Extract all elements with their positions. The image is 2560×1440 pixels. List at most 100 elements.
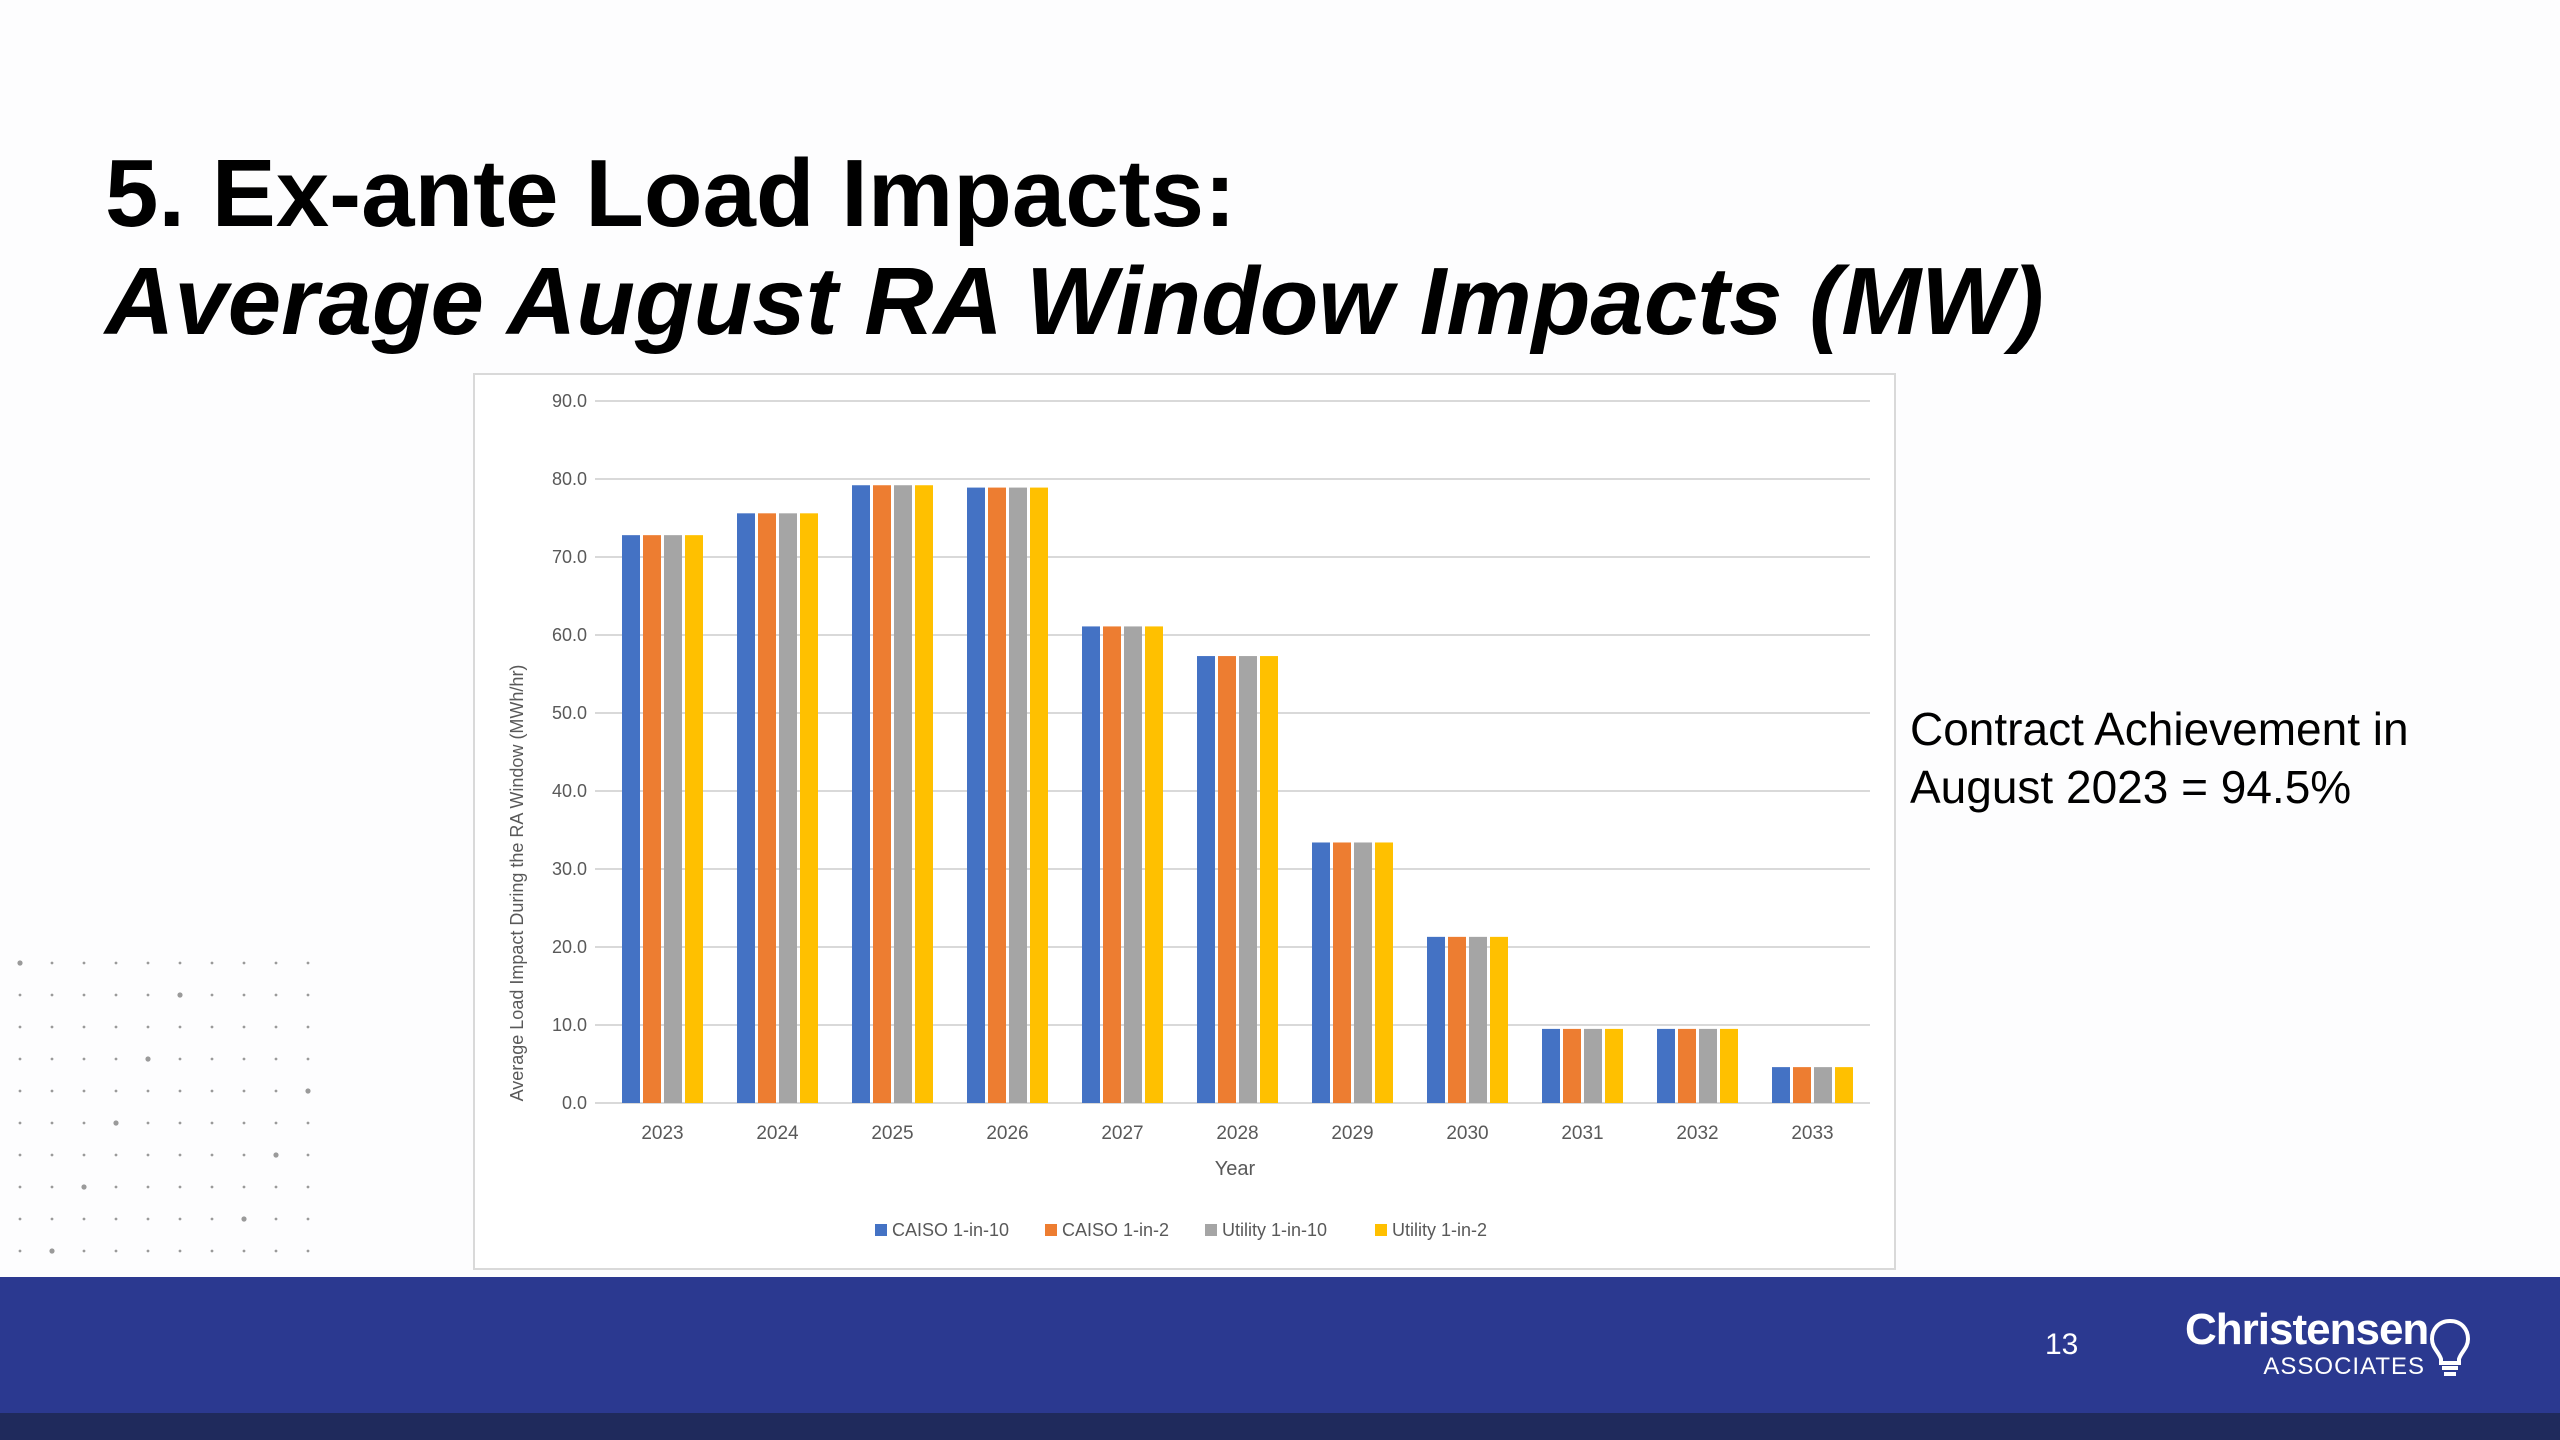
bar-2028-caiso-1-in-10	[1197, 656, 1215, 1103]
decorative-dot	[82, 1217, 86, 1221]
decorative-dot	[242, 1089, 246, 1093]
decorative-dot	[178, 1153, 182, 1157]
decorative-dot	[50, 1153, 54, 1157]
decorative-dot	[18, 1121, 22, 1125]
decorative-dot	[305, 1088, 311, 1094]
y-tick-label: 40.0	[552, 781, 587, 801]
decorative-dot	[82, 1025, 86, 1029]
x-tick-label: 2028	[1216, 1123, 1258, 1144]
bar-2023-caiso-1-in-10	[622, 535, 640, 1103]
lightbulb-icon	[2429, 1318, 2471, 1376]
decorative-dot	[274, 1217, 278, 1221]
x-axis-title: Year	[1215, 1158, 1256, 1180]
bar-2024-utility-1-in-10	[779, 513, 797, 1103]
decorative-dot	[274, 1249, 278, 1253]
decorative-dot	[114, 1153, 118, 1157]
bar-2032-caiso-1-in-10	[1657, 1028, 1675, 1103]
decorative-dot	[306, 1121, 310, 1125]
bars	[622, 485, 1853, 1103]
bar-2029-caiso-1-in-2	[1333, 842, 1351, 1103]
y-axis-ticks: 0.0 10.0 20.0 30.0 40.0 50.0 60.0 70.0 80.0 90.0	[552, 391, 587, 1113]
decorative-dot	[177, 992, 183, 998]
bar-2033-caiso-1-in-2	[1793, 1067, 1811, 1103]
decorative-dot	[50, 961, 54, 965]
decorative-dot	[306, 961, 310, 965]
decorative-dot	[210, 1057, 214, 1061]
decorative-dot	[146, 993, 150, 997]
decorative-dot	[82, 1057, 86, 1061]
decorative-dot	[18, 1089, 22, 1093]
decorative-dot	[210, 1217, 214, 1221]
decorative-dot	[82, 1121, 86, 1125]
decorative-dot	[274, 1057, 278, 1061]
decorative-dot	[146, 1025, 150, 1029]
decorative-dot	[210, 1121, 214, 1125]
decorative-dot	[146, 1089, 150, 1093]
decorative-dot	[146, 1121, 150, 1125]
decorative-dot	[242, 1249, 246, 1253]
decorative-dot	[114, 1249, 118, 1253]
bar-2031-caiso-1-in-10	[1542, 1028, 1560, 1103]
note-line-1: Contract Achievement in	[1910, 703, 2409, 755]
bar-2031-utility-1-in-2	[1605, 1028, 1623, 1103]
decorative-dot	[210, 961, 214, 965]
x-tick-label: 2024	[756, 1123, 799, 1144]
legend-label: Utility 1-in-2	[1392, 1220, 1487, 1240]
page-number: 13	[2045, 1328, 2079, 1361]
decorative-dot	[306, 1249, 310, 1253]
bar-2028-caiso-1-in-2	[1218, 656, 1236, 1103]
bar-2032-caiso-1-in-2	[1678, 1028, 1696, 1103]
y-axis-title: Average Load Impact During the RA Window…	[507, 665, 527, 1102]
bar-2024-caiso-1-in-2	[758, 513, 776, 1103]
decorative-dot	[242, 993, 246, 997]
legend-label: Utility 1-in-10	[1222, 1220, 1327, 1240]
decorative-dot	[82, 1089, 86, 1093]
bar-2023-utility-1-in-2	[685, 535, 703, 1103]
bar-2032-utility-1-in-2	[1720, 1028, 1738, 1103]
y-tick-label: 20.0	[552, 937, 587, 957]
decorative-dot	[82, 961, 86, 965]
x-tick-label: 2031	[1561, 1123, 1603, 1144]
bar-2031-utility-1-in-10	[1584, 1028, 1602, 1103]
legend-label: CAISO 1-in-2	[1062, 1220, 1169, 1240]
decorative-dot	[242, 961, 246, 965]
y-tick-label: 60.0	[552, 625, 587, 645]
decorative-dot	[114, 1185, 118, 1189]
decorative-dot	[82, 993, 86, 997]
decorative-dot	[49, 1248, 55, 1254]
decorative-dot	[17, 960, 23, 966]
y-tick-label: 70.0	[552, 547, 587, 567]
decorative-dot	[146, 1249, 150, 1253]
y-tick-label: 50.0	[552, 703, 587, 723]
decorative-dot	[273, 1152, 279, 1158]
decorative-dot	[274, 961, 278, 965]
bar-2025-caiso-1-in-10	[852, 485, 870, 1103]
contract-achievement-note: Contract Achievement in August 2023 = 94…	[1910, 700, 2510, 816]
bar-2031-caiso-1-in-2	[1563, 1028, 1581, 1103]
bar-2033-utility-1-in-10	[1814, 1067, 1832, 1103]
bar-2025-caiso-1-in-2	[873, 485, 891, 1103]
x-tick-label: 2030	[1446, 1123, 1488, 1144]
legend-swatch	[875, 1224, 887, 1236]
bar-2029-utility-1-in-2	[1375, 842, 1393, 1103]
decorative-dot	[18, 1057, 22, 1061]
decorative-dot	[306, 993, 310, 997]
legend-swatch	[1045, 1224, 1057, 1236]
bar-2030-caiso-1-in-2	[1448, 936, 1466, 1103]
decorative-dot	[274, 1185, 278, 1189]
y-tick-label: 90.0	[552, 391, 587, 411]
decorative-dot	[274, 1025, 278, 1029]
decorative-dot	[146, 961, 150, 965]
decorative-dot	[274, 993, 278, 997]
bar-2027-utility-1-in-10	[1124, 626, 1142, 1103]
decorative-dot	[50, 993, 54, 997]
decorative-dot	[178, 1217, 182, 1221]
x-tick-label: 2027	[1101, 1123, 1143, 1144]
bar-2023-caiso-1-in-2	[643, 535, 661, 1103]
decorative-dot	[114, 993, 118, 997]
y-tick-label: 80.0	[552, 469, 587, 489]
bar-2025-utility-1-in-2	[915, 485, 933, 1103]
bar-2030-utility-1-in-10	[1469, 936, 1487, 1103]
company-logo: Christensen ASSOCIATES	[2185, 1305, 2485, 1385]
decorative-dot	[178, 1089, 182, 1093]
